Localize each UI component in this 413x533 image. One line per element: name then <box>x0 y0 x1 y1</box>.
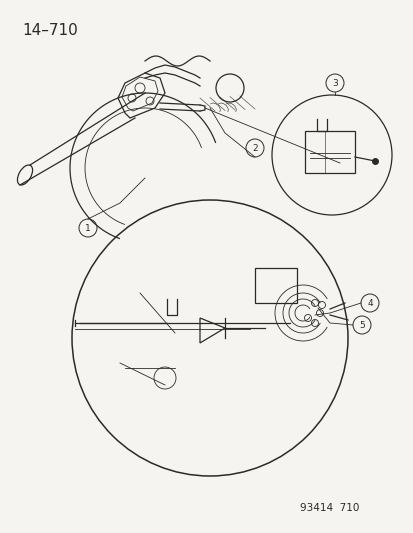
Text: 5: 5 <box>358 320 364 329</box>
Text: 2: 2 <box>252 143 257 152</box>
Bar <box>304 131 354 173</box>
Text: 1: 1 <box>85 223 91 232</box>
Text: 4: 4 <box>366 298 372 308</box>
Text: 14–710: 14–710 <box>22 23 78 38</box>
Bar <box>254 268 296 303</box>
Text: 3: 3 <box>331 78 337 87</box>
Text: 93414  710: 93414 710 <box>299 503 358 513</box>
